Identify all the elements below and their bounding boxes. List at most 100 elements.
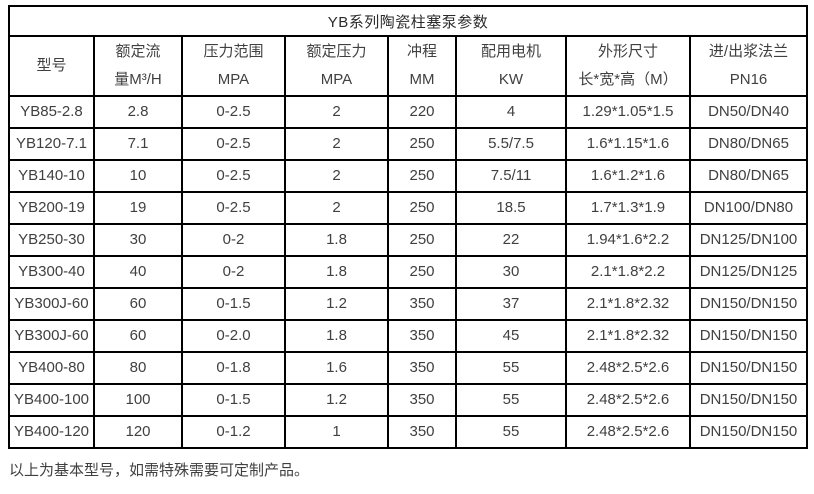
table-row: YB250-30 30 0-2 1.8 250 22 1.94*1.6*2.2 DN125/D… bbox=[8, 223, 809, 257]
table-cell: DN80/DN65 bbox=[688, 127, 809, 161]
table-row: YB140-10 10 0-2.5 2 250 7.5/11 1.6*1.2*1.6 DN80… bbox=[8, 159, 809, 193]
table-cell: DN150/DN150 bbox=[688, 319, 809, 353]
table-cell: YB250-30 bbox=[8, 223, 95, 257]
table-cell: DN80/DN65 bbox=[688, 159, 809, 193]
table-cell: 55 bbox=[455, 383, 567, 417]
column-header-line: 型号 bbox=[36, 57, 67, 74]
table-cell: 1.8 bbox=[284, 319, 389, 353]
pump-spec-table: YB系列陶瓷柱塞泵参数 型号 额定流 量M³/H 压力范围 MPA 额定压力 MPA 冲程 MM… bbox=[7, 5, 809, 449]
table-cell: 0-1.8 bbox=[181, 351, 286, 385]
table-cell: 350 bbox=[387, 415, 457, 449]
table-cell: 350 bbox=[387, 287, 457, 321]
table-cell: YB85-2.8 bbox=[8, 95, 95, 129]
table-row: YB400-120 120 0-1.2 1 350 55 2.48*2.5*2.6 DN150… bbox=[8, 415, 809, 449]
table-cell: 2 bbox=[284, 127, 389, 161]
column-header: 型号 bbox=[8, 35, 95, 97]
column-header: 额定压力 MPA bbox=[284, 35, 389, 97]
table-cell: 22 bbox=[455, 223, 567, 257]
table-cell: 120 bbox=[93, 415, 183, 449]
table-row: YB200-19 19 0-2.5 2 250 18.5 1.7*1.3*1.9 DN100/… bbox=[8, 191, 809, 225]
column-header-line: 外形尺寸 bbox=[597, 43, 658, 60]
column-header-line: 长*宽*高（M） bbox=[578, 71, 678, 88]
column-header: 进/出浆法兰 PN16 bbox=[688, 35, 809, 97]
table-cell: 250 bbox=[387, 159, 457, 193]
table-cell: 37 bbox=[455, 287, 567, 321]
column-header: 额定流量M³/H bbox=[93, 35, 183, 97]
table-cell: 250 bbox=[387, 223, 457, 257]
table-cell: 55 bbox=[455, 415, 567, 449]
table-title: YB系列陶瓷柱塞泵参数 bbox=[7, 5, 809, 37]
table-cell: 0-2.5 bbox=[181, 95, 286, 129]
table-cell: 1.6*1.15*1.6 bbox=[565, 127, 691, 161]
table-cell: 55 bbox=[455, 351, 567, 385]
table-cell: 30 bbox=[93, 223, 183, 257]
table-cell: 0-2.0 bbox=[181, 319, 286, 353]
table-cell: 60 bbox=[93, 287, 183, 321]
table-row: YB85-2.8 2.8 0-2.5 2 220 4 1.29*1.05*1.5 DN50/D… bbox=[8, 95, 809, 129]
table-cell: 250 bbox=[387, 127, 457, 161]
table-row: YB300J-60 60 0-1.5 1.2 350 37 2.1*1.8*2.32 DN15… bbox=[8, 287, 809, 321]
column-header-line: MM bbox=[409, 71, 435, 88]
table-cell: 30 bbox=[455, 255, 567, 289]
table-cell: 250 bbox=[387, 255, 457, 289]
column-header-line: 额定流 bbox=[115, 43, 161, 60]
table-row: YB120-7.1 7.1 0-2.5 2 250 5.5/7.5 1.6*1.15*1.6… bbox=[8, 127, 809, 161]
table-cell: 1.6*1.2*1.6 bbox=[565, 159, 691, 193]
table-cell: 1.2 bbox=[284, 383, 389, 417]
column-header-line: 冲程 bbox=[406, 43, 437, 60]
table-cell: 100 bbox=[93, 383, 183, 417]
table-cell: 10 bbox=[93, 159, 183, 193]
table-cell: YB200-19 bbox=[8, 191, 95, 225]
table-cell: 1.6 bbox=[284, 351, 389, 385]
table-cell: 5.5/7.5 bbox=[455, 127, 567, 161]
column-header-line: PN16 bbox=[729, 71, 768, 88]
table-cell: DN150/DN150 bbox=[688, 351, 809, 385]
table-cell: DN125/DN125 bbox=[688, 255, 809, 289]
table-row: YB300-40 40 0-2 1.8 250 30 2.1*1.8*2.2 DN125/DN… bbox=[8, 255, 809, 289]
table-cell: 40 bbox=[93, 255, 183, 289]
header-row: 型号 额定流 量M³/H 压力范围 MPA 额定压力 MPA 冲程 MM 配用电机 KW 外形尺寸 长*… bbox=[8, 35, 809, 97]
table-row: YB400-80 80 0-1.8 1.6 350 55 2.48*2.5*2.6 DN150… bbox=[8, 351, 809, 385]
table-row: YB400-100 100 0-1.5 1.2 350 55 2.48*2.5*2.6 DN1… bbox=[8, 383, 809, 417]
table-cell: 1.94*1.6*2.2 bbox=[565, 223, 691, 257]
table-cell: 0-2 bbox=[181, 223, 286, 257]
column-header-line: 压力范围 bbox=[203, 43, 264, 60]
column-header: 压力范围 MPA bbox=[181, 35, 286, 97]
column-header-line: 额定压力 bbox=[306, 43, 367, 60]
column-header-line: KW bbox=[498, 71, 524, 88]
table-cell: 2.1*1.8*2.32 bbox=[565, 287, 691, 321]
column-header-line: 配用电机 bbox=[480, 43, 541, 60]
table-cell: YB400-100 bbox=[8, 383, 95, 417]
table-cell: YB300J-60 bbox=[8, 287, 95, 321]
title-row: YB系列陶瓷柱塞泵参数 bbox=[7, 5, 809, 37]
table-cell: 2.48*2.5*2.6 bbox=[565, 383, 691, 417]
table-cell: 2.1*1.8*2.32 bbox=[565, 319, 691, 353]
table-cell: 1.2 bbox=[284, 287, 389, 321]
table-cell: 7.5/11 bbox=[455, 159, 567, 193]
column-header-line: 量M³/H bbox=[114, 71, 162, 88]
column-header: 外形尺寸长*宽*高（M） bbox=[565, 35, 691, 97]
table-cell: 1.29*1.05*1.5 bbox=[565, 95, 691, 129]
footer-note: 以上为基本型号，如需特殊需要可定制产品。 bbox=[9, 462, 310, 479]
column-header-line: 进/出浆法兰 bbox=[708, 43, 789, 60]
table-cell: 1.7*1.3*1.9 bbox=[565, 191, 691, 225]
table-cell: YB300-40 bbox=[8, 255, 95, 289]
table-cell: 2.1*1.8*2.2 bbox=[565, 255, 691, 289]
table-cell: 2.8 bbox=[93, 95, 183, 129]
table-cell: 2 bbox=[284, 95, 389, 129]
table-cell: 0-2.5 bbox=[181, 127, 286, 161]
table-cell: 2.48*2.5*2.6 bbox=[565, 415, 691, 449]
table-row: YB300J-60 60 0-2.0 1.8 350 45 2.1*1.8*2.32 DN15… bbox=[8, 319, 809, 353]
table-cell: 60 bbox=[93, 319, 183, 353]
table-cell: DN150/DN150 bbox=[688, 415, 809, 449]
table-cell: 4 bbox=[455, 95, 567, 129]
table-cell: 350 bbox=[387, 351, 457, 385]
table-cell: YB140-10 bbox=[8, 159, 95, 193]
table-cell: DN150/DN150 bbox=[688, 383, 809, 417]
table-cell: 1 bbox=[284, 415, 389, 449]
table-cell: 0-1.2 bbox=[181, 415, 286, 449]
table-cell: DN150/DN150 bbox=[688, 287, 809, 321]
column-header: 配用电机 KW bbox=[455, 35, 567, 97]
table-cell: YB400-80 bbox=[8, 351, 95, 385]
